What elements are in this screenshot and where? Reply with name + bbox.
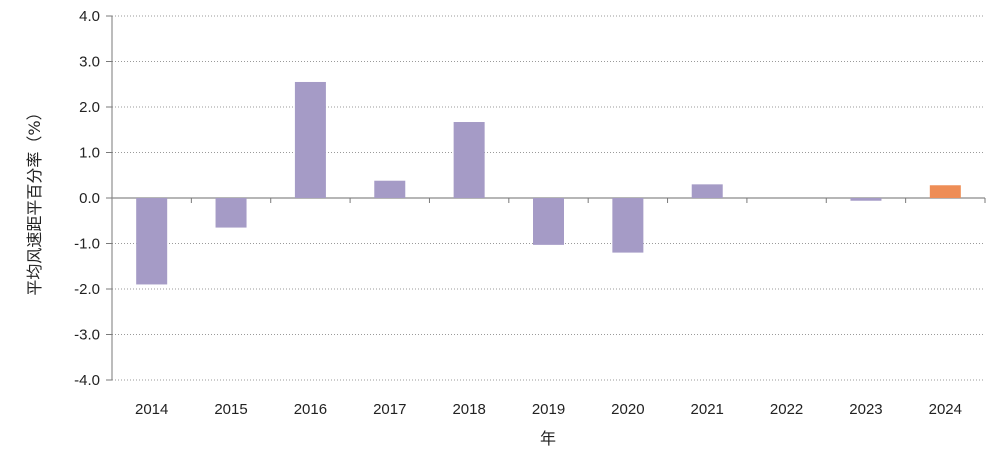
bar-2016 [294,81,326,198]
x-axis-title: 年 [540,429,556,448]
y-axis-title: 平均风速距平百分率（%） [25,104,44,295]
x-tick-label: 2015 [214,401,247,418]
y-tick-label: -2.0 [74,281,100,298]
x-tick-label: 2022 [770,401,803,418]
x-tick-label: 2021 [691,401,724,418]
bar-2017 [374,180,406,198]
x-tick-labels: 2014 2015 2016 2017 2018 2019 2020 2021 2022 2023… [135,401,962,418]
y-tick-label: -1.0 [74,236,100,253]
bar-2015 [215,198,247,228]
x-tick-label: 2016 [294,401,327,418]
bar-2019 [533,198,564,245]
x-tick-label: 2018 [452,401,485,418]
y-tick-label: -4.0 [74,372,100,389]
bar-2023 [850,198,882,201]
bar-2014 [136,198,168,285]
x-tick-label: 2023 [849,401,882,418]
x-tick-label: 2019 [532,401,565,418]
y-tick-label: 1.0 [79,145,100,162]
bar-2024 [929,185,961,198]
x-tick-label: 2020 [611,401,644,418]
y-tick-labels: 4.0 3.0 2.0 1.0 0.0 -1.0 -2.0 -3.0 -4.0 [74,8,100,389]
x-tick-label: 2024 [929,401,962,418]
bar-2018 [453,122,485,198]
y-tick-label: 3.0 [79,54,100,71]
bar-2020 [612,198,644,253]
x-tick-label: 2014 [135,401,168,418]
bars [136,81,961,285]
bar-2021 [691,184,723,198]
y-tick-label: 0.0 [79,190,100,207]
x-tick-label: 2017 [373,401,406,418]
y-tick-label: 2.0 [79,99,100,116]
y-tick-label: -3.0 [74,327,100,344]
y-tick-label: 4.0 [79,8,100,25]
